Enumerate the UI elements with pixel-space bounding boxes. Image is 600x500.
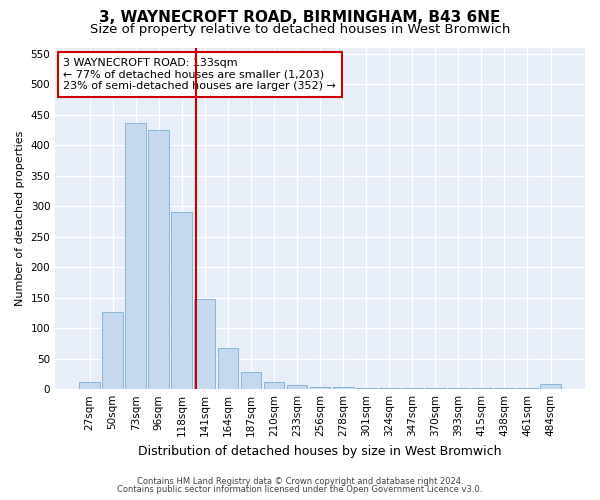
Bar — [172, 212, 192, 389]
Bar — [148, 130, 169, 389]
Bar — [310, 386, 331, 389]
Bar — [425, 388, 446, 389]
Bar — [402, 388, 422, 389]
Text: Contains HM Land Registry data © Crown copyright and database right 2024.: Contains HM Land Registry data © Crown c… — [137, 477, 463, 486]
Bar — [494, 388, 515, 389]
Text: Contains public sector information licensed under the Open Government Licence v3: Contains public sector information licen… — [118, 485, 482, 494]
Bar — [517, 388, 538, 389]
Bar — [125, 122, 146, 389]
Bar — [218, 348, 238, 389]
X-axis label: Distribution of detached houses by size in West Bromwich: Distribution of detached houses by size … — [139, 444, 502, 458]
Bar — [102, 312, 123, 389]
Bar — [356, 388, 377, 389]
Bar — [540, 384, 561, 389]
Bar — [379, 388, 400, 389]
Bar — [241, 372, 262, 389]
Bar — [448, 388, 469, 389]
Text: 3, WAYNECROFT ROAD, BIRMINGHAM, B43 6NE: 3, WAYNECROFT ROAD, BIRMINGHAM, B43 6NE — [100, 10, 500, 25]
Bar — [287, 385, 307, 389]
Text: 3 WAYNECROFT ROAD: 133sqm
← 77% of detached houses are smaller (1,203)
23% of se: 3 WAYNECROFT ROAD: 133sqm ← 77% of detac… — [63, 58, 336, 91]
Bar — [194, 300, 215, 389]
Text: Size of property relative to detached houses in West Bromwich: Size of property relative to detached ho… — [90, 22, 510, 36]
Bar — [79, 382, 100, 389]
Y-axis label: Number of detached properties: Number of detached properties — [15, 130, 25, 306]
Bar — [263, 382, 284, 389]
Bar — [471, 388, 492, 389]
Bar — [333, 388, 353, 389]
